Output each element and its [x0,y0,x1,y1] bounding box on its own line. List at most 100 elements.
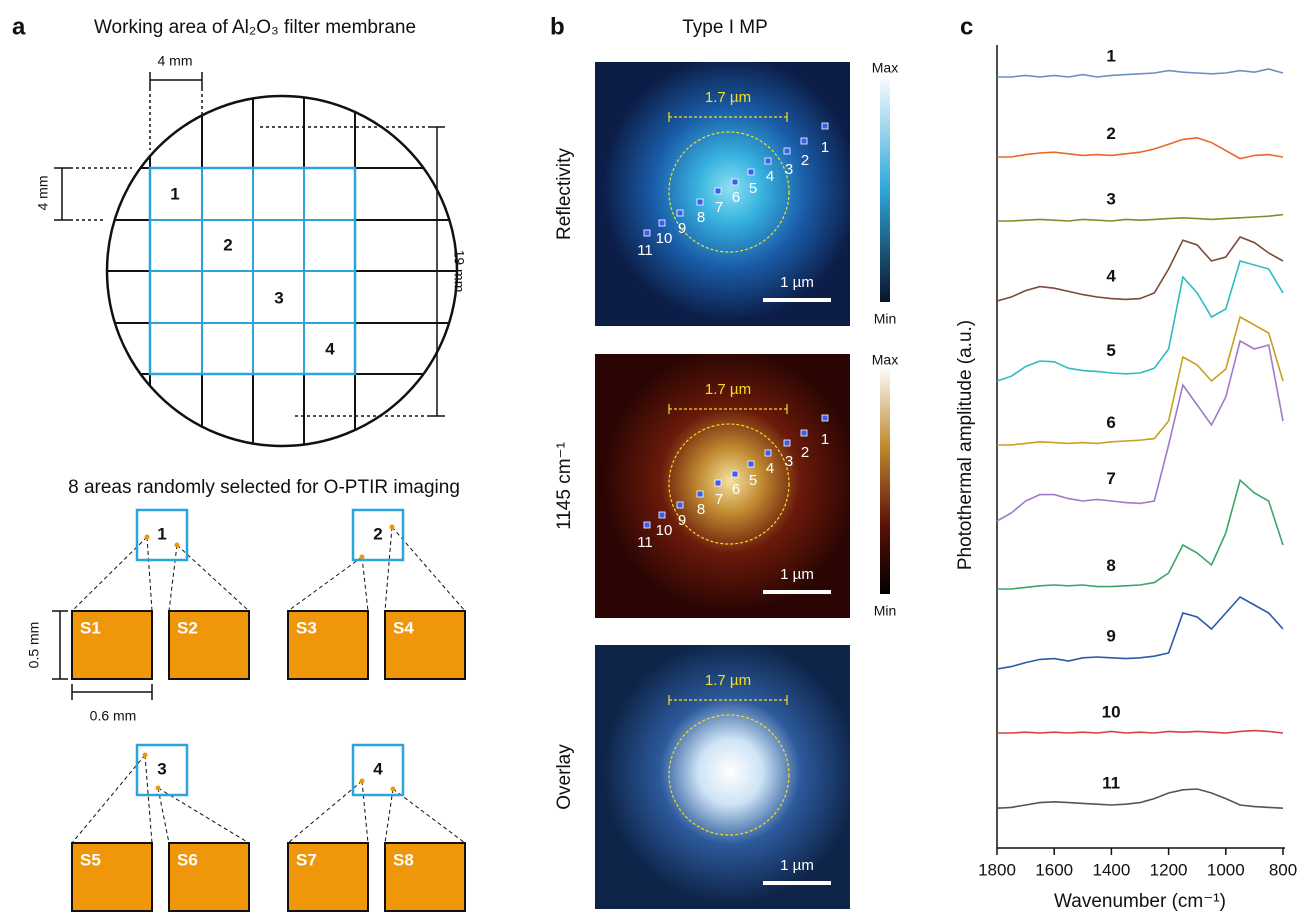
line [393,789,465,843]
sample-label: S2 [177,618,198,637]
dimension: 4 mm [35,176,51,211]
sample-label: S7 [296,850,317,869]
y-axis-label: Photothermal amplitude (a.u.) [955,320,976,570]
point-marker [822,123,828,129]
series-label: 9 [1106,626,1115,645]
point-label: 4 [766,168,774,185]
colorbar [880,366,890,594]
point-marker [801,430,807,436]
point-label: 6 [732,189,740,206]
spot [360,779,365,784]
area-label: 3 [157,759,166,778]
spectrum [997,317,1283,445]
scale-bar [763,881,831,885]
area-label: 2 [373,524,382,543]
spectrum [997,237,1283,301]
point-label: 6 [732,481,740,498]
point-label: 11 [637,534,653,551]
point-label: 5 [749,180,757,197]
colorbar-max: Max [872,352,898,368]
point-label: 10 [656,522,673,539]
diameter-label: 1.7 µm [705,381,751,398]
series-label: 5 [1106,341,1115,360]
area-label: 1 [157,524,166,543]
point-label: 11 [637,242,653,259]
dimension: 4 mm [158,53,193,69]
figure: aWorking area of Al₂O₃ filter membrane12… [0,0,1298,913]
row-label: 1145 cm⁻¹ [554,442,575,530]
spot [145,535,150,540]
point-marker [784,148,790,154]
point-marker [748,461,754,467]
point-label: 1 [821,431,829,448]
series-label: 2 [1106,124,1115,143]
sample-label: S3 [296,618,317,637]
point-marker [784,440,790,446]
scale-bar [763,298,831,302]
x-tick-label: 1600 [1035,860,1073,879]
colorbar-min: Min [874,603,897,619]
line [169,545,177,611]
diameter-label: 1.7 µm [705,89,751,106]
point-marker [697,491,703,497]
line [362,557,368,611]
point-marker [715,188,721,194]
point-label: 10 [656,230,673,247]
point-label: 1 [821,139,829,156]
series-label: 3 [1106,190,1115,209]
point-marker [659,220,665,226]
line [288,781,362,843]
panel-label: a [12,13,26,40]
panel-label: b [550,13,565,40]
spot [156,786,161,791]
line [362,781,368,843]
spectrum [997,261,1283,381]
spectrum [997,597,1283,669]
panel-b: bType I MPReflectivity1.7 µm1 µm12345678… [550,13,898,909]
row-label: Reflectivity [554,148,575,240]
colorbar-max: Max [872,60,898,76]
point-marker [715,480,721,486]
series-label: 11 [1102,774,1120,793]
line [385,789,393,843]
series-label: 8 [1106,556,1115,575]
series-label: 6 [1106,413,1115,432]
sample-label: S5 [80,850,101,869]
scale-bar [763,590,831,594]
scale-label: 1 µm [780,566,814,583]
panel-label: c [960,13,973,40]
point-label: 9 [678,512,686,529]
colorbar-min: Min [874,311,897,327]
sample-label: S1 [80,618,101,637]
point-marker [801,138,807,144]
spot [175,543,180,548]
series-label: 4 [1106,266,1116,285]
point-marker [697,199,703,205]
point-marker [677,210,683,216]
x-tick-label: 1200 [1150,860,1188,879]
spectrum [997,731,1283,733]
x-tick-label: 1800 [978,860,1016,879]
point-label: 9 [678,220,686,237]
point-label: 7 [715,199,723,216]
spectrum [997,69,1283,77]
point-label: 3 [785,453,793,470]
x-tick-label: 1400 [1092,860,1130,879]
cell-label: 4 [325,339,335,358]
sample-label: S8 [393,850,414,869]
sample-label: S4 [393,618,414,637]
cell-label: 3 [274,288,283,307]
cell-label: 2 [223,235,232,254]
point-marker [765,158,771,164]
spectrum [997,480,1283,589]
spectrum [997,215,1283,221]
x-axis-label: Wavenumber (cm⁻¹) [1054,891,1226,912]
subtitle: 8 areas randomly selected for O-PTIR ima… [68,477,460,498]
spot [391,787,396,792]
point-label: 3 [785,161,793,178]
point-label: 2 [801,444,809,461]
point-label: 8 [697,209,705,226]
spectrum [997,341,1283,521]
spot [390,525,395,530]
